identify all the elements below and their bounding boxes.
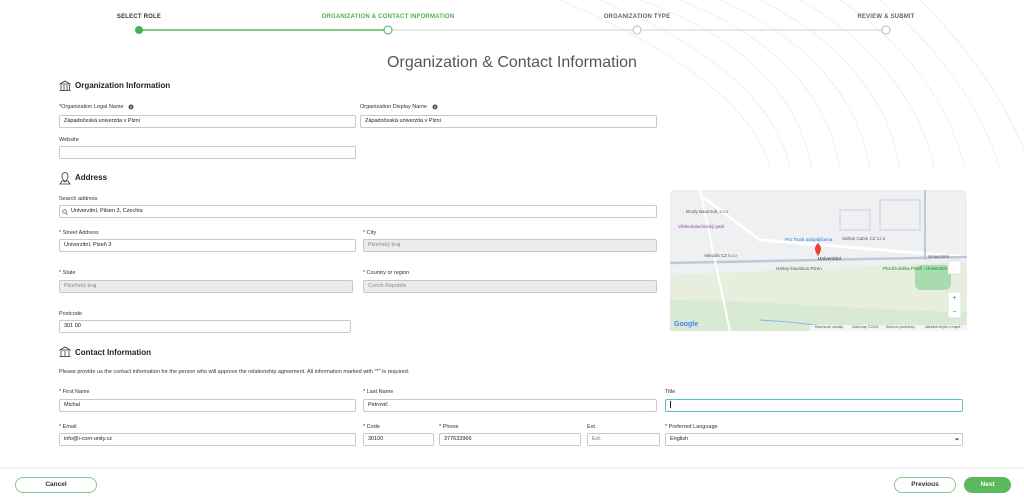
building-icon xyxy=(58,80,72,91)
cancel-button[interactable]: Cancel xyxy=(15,477,97,493)
field-label: *Organization Legal Name xyxy=(59,104,124,110)
text-input[interactable]: 301 00 xyxy=(59,320,351,333)
text-input[interactable]: Michal xyxy=(59,399,356,412)
step-label: ORGANIZATION & CONTACT INFORMATION xyxy=(321,14,455,20)
field-label: Postcode xyxy=(59,311,82,317)
search-icon xyxy=(62,209,68,215)
text-input-focused[interactable] xyxy=(665,399,963,412)
field-label: * Phone xyxy=(439,424,459,430)
text-input: Czech Republic xyxy=(363,280,657,293)
field-label: Ext. xyxy=(587,424,597,430)
dropdown-arrow xyxy=(955,438,959,441)
contact-icon xyxy=(58,346,72,357)
step-dot xyxy=(135,26,143,34)
field-label: * Preferred Language xyxy=(665,424,718,430)
previous-button[interactable]: Previous xyxy=(894,477,956,493)
svg-text:−: − xyxy=(952,309,956,316)
info-icon xyxy=(432,104,438,110)
text-input[interactable] xyxy=(59,146,356,159)
section-title: Address xyxy=(75,173,108,182)
step-dot xyxy=(383,25,393,35)
field-label: Search address xyxy=(59,196,98,202)
field-label: * Email xyxy=(59,424,77,430)
text-input: Plzeňský kraj xyxy=(363,239,657,252)
map-attribution: Data map ©2025 xyxy=(852,325,879,329)
next-button[interactable]: Next xyxy=(964,477,1011,493)
field-label: Organization Display Name xyxy=(360,104,427,110)
field-label: * Last Name xyxy=(363,389,394,395)
map-label: Univerzitní xyxy=(928,254,950,259)
select-input[interactable]: English xyxy=(665,433,963,446)
field-label: * Code xyxy=(363,424,380,430)
page-heading: Organization & Contact Information xyxy=(387,54,637,71)
text-input[interactable]: Ext. xyxy=(587,433,660,446)
text-input: Plzeňský kraj xyxy=(59,280,353,293)
step-dot xyxy=(632,25,642,35)
map-attribution[interactable]: Smluvní podmínky xyxy=(886,325,915,329)
map-attribution[interactable]: Klávesové zkratky xyxy=(815,325,844,329)
text-input[interactable]: Univerzitní, Plzeň 3 xyxy=(59,239,356,252)
background-lines xyxy=(559,0,1024,171)
field-label: * City xyxy=(363,230,377,236)
map-logo: Google xyxy=(674,321,699,328)
map: + − xyxy=(669,189,968,332)
field-label: * State xyxy=(59,270,76,276)
map-label: Harley-Davidson Plzen xyxy=(776,266,822,271)
map-label: Safran Cabin CZ s.r.o xyxy=(842,236,886,241)
field-label: * Country or region xyxy=(363,270,410,276)
map-label: Akkodis CZ s.r.o xyxy=(704,253,737,258)
svg-text:+: + xyxy=(952,295,956,302)
map-label: Pro Truck autopůjčovna xyxy=(785,237,833,242)
step-dot xyxy=(881,25,891,35)
section-title: Contact Information xyxy=(75,348,151,357)
field-label: * First Name xyxy=(59,389,90,395)
search-input[interactable]: Univerzitní, Pilsen 3, Czechia xyxy=(59,205,657,218)
step-label: SELECT ROLE xyxy=(116,14,162,20)
location-icon xyxy=(59,172,71,185)
section-description: Please provide us the contact informatio… xyxy=(59,369,410,375)
map-label: Plochá dráha Plzeň - Univerzitní xyxy=(883,266,948,271)
text-input[interactable]: Západočeská univerzita v Plzni xyxy=(360,115,657,128)
text-input[interactable]: Petrovič xyxy=(363,399,657,412)
text-input[interactable]: 377633966 xyxy=(439,433,581,446)
map-label: Univerzitní xyxy=(818,256,842,261)
field-label: Title xyxy=(665,389,676,395)
map-label: Brody Baumruk, s.r.o xyxy=(686,209,729,214)
info-icon xyxy=(128,104,134,110)
text-input[interactable]: Západočeská univerzita v Plzni xyxy=(59,115,356,128)
map-attribution[interactable]: Nahlásit chybu v mapě xyxy=(925,325,961,329)
text-input[interactable]: info@i-com-unity.cz xyxy=(59,433,356,446)
step-label: ORGANIZATION TYPE xyxy=(603,14,671,20)
field-label: Website xyxy=(59,137,79,143)
step-label: REVIEW & SUBMIT xyxy=(857,14,915,20)
text-input[interactable]: 30100 xyxy=(363,433,434,446)
map-label: Vědeckotechnický park xyxy=(678,224,725,229)
section-title: Organization Information xyxy=(75,81,171,90)
field-label: * Street Address xyxy=(59,230,99,236)
